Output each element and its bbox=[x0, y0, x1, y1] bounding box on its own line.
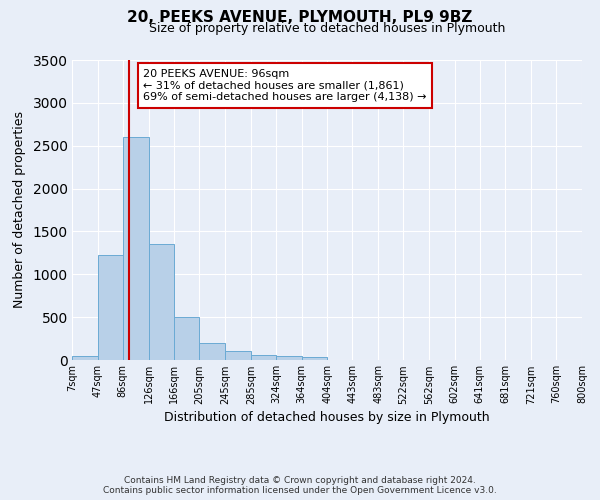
Text: Contains HM Land Registry data © Crown copyright and database right 2024.
Contai: Contains HM Land Registry data © Crown c… bbox=[103, 476, 497, 495]
Bar bbox=[251, 356, 276, 360]
Bar bbox=[149, 244, 174, 360]
Bar bbox=[72, 356, 98, 360]
Bar bbox=[276, 356, 302, 360]
Bar bbox=[98, 254, 123, 360]
Bar bbox=[225, 350, 251, 360]
Bar bbox=[123, 137, 149, 360]
Title: Size of property relative to detached houses in Plymouth: Size of property relative to detached ho… bbox=[149, 22, 505, 35]
Text: 20, PEEKS AVENUE, PLYMOUTH, PL9 9BZ: 20, PEEKS AVENUE, PLYMOUTH, PL9 9BZ bbox=[127, 10, 473, 25]
Bar bbox=[199, 343, 225, 360]
Bar bbox=[174, 317, 199, 360]
Text: 20 PEEKS AVENUE: 96sqm
← 31% of detached houses are smaller (1,861)
69% of semi-: 20 PEEKS AVENUE: 96sqm ← 31% of detached… bbox=[143, 69, 427, 102]
Bar bbox=[302, 358, 328, 360]
X-axis label: Distribution of detached houses by size in Plymouth: Distribution of detached houses by size … bbox=[164, 410, 490, 424]
Y-axis label: Number of detached properties: Number of detached properties bbox=[13, 112, 26, 308]
